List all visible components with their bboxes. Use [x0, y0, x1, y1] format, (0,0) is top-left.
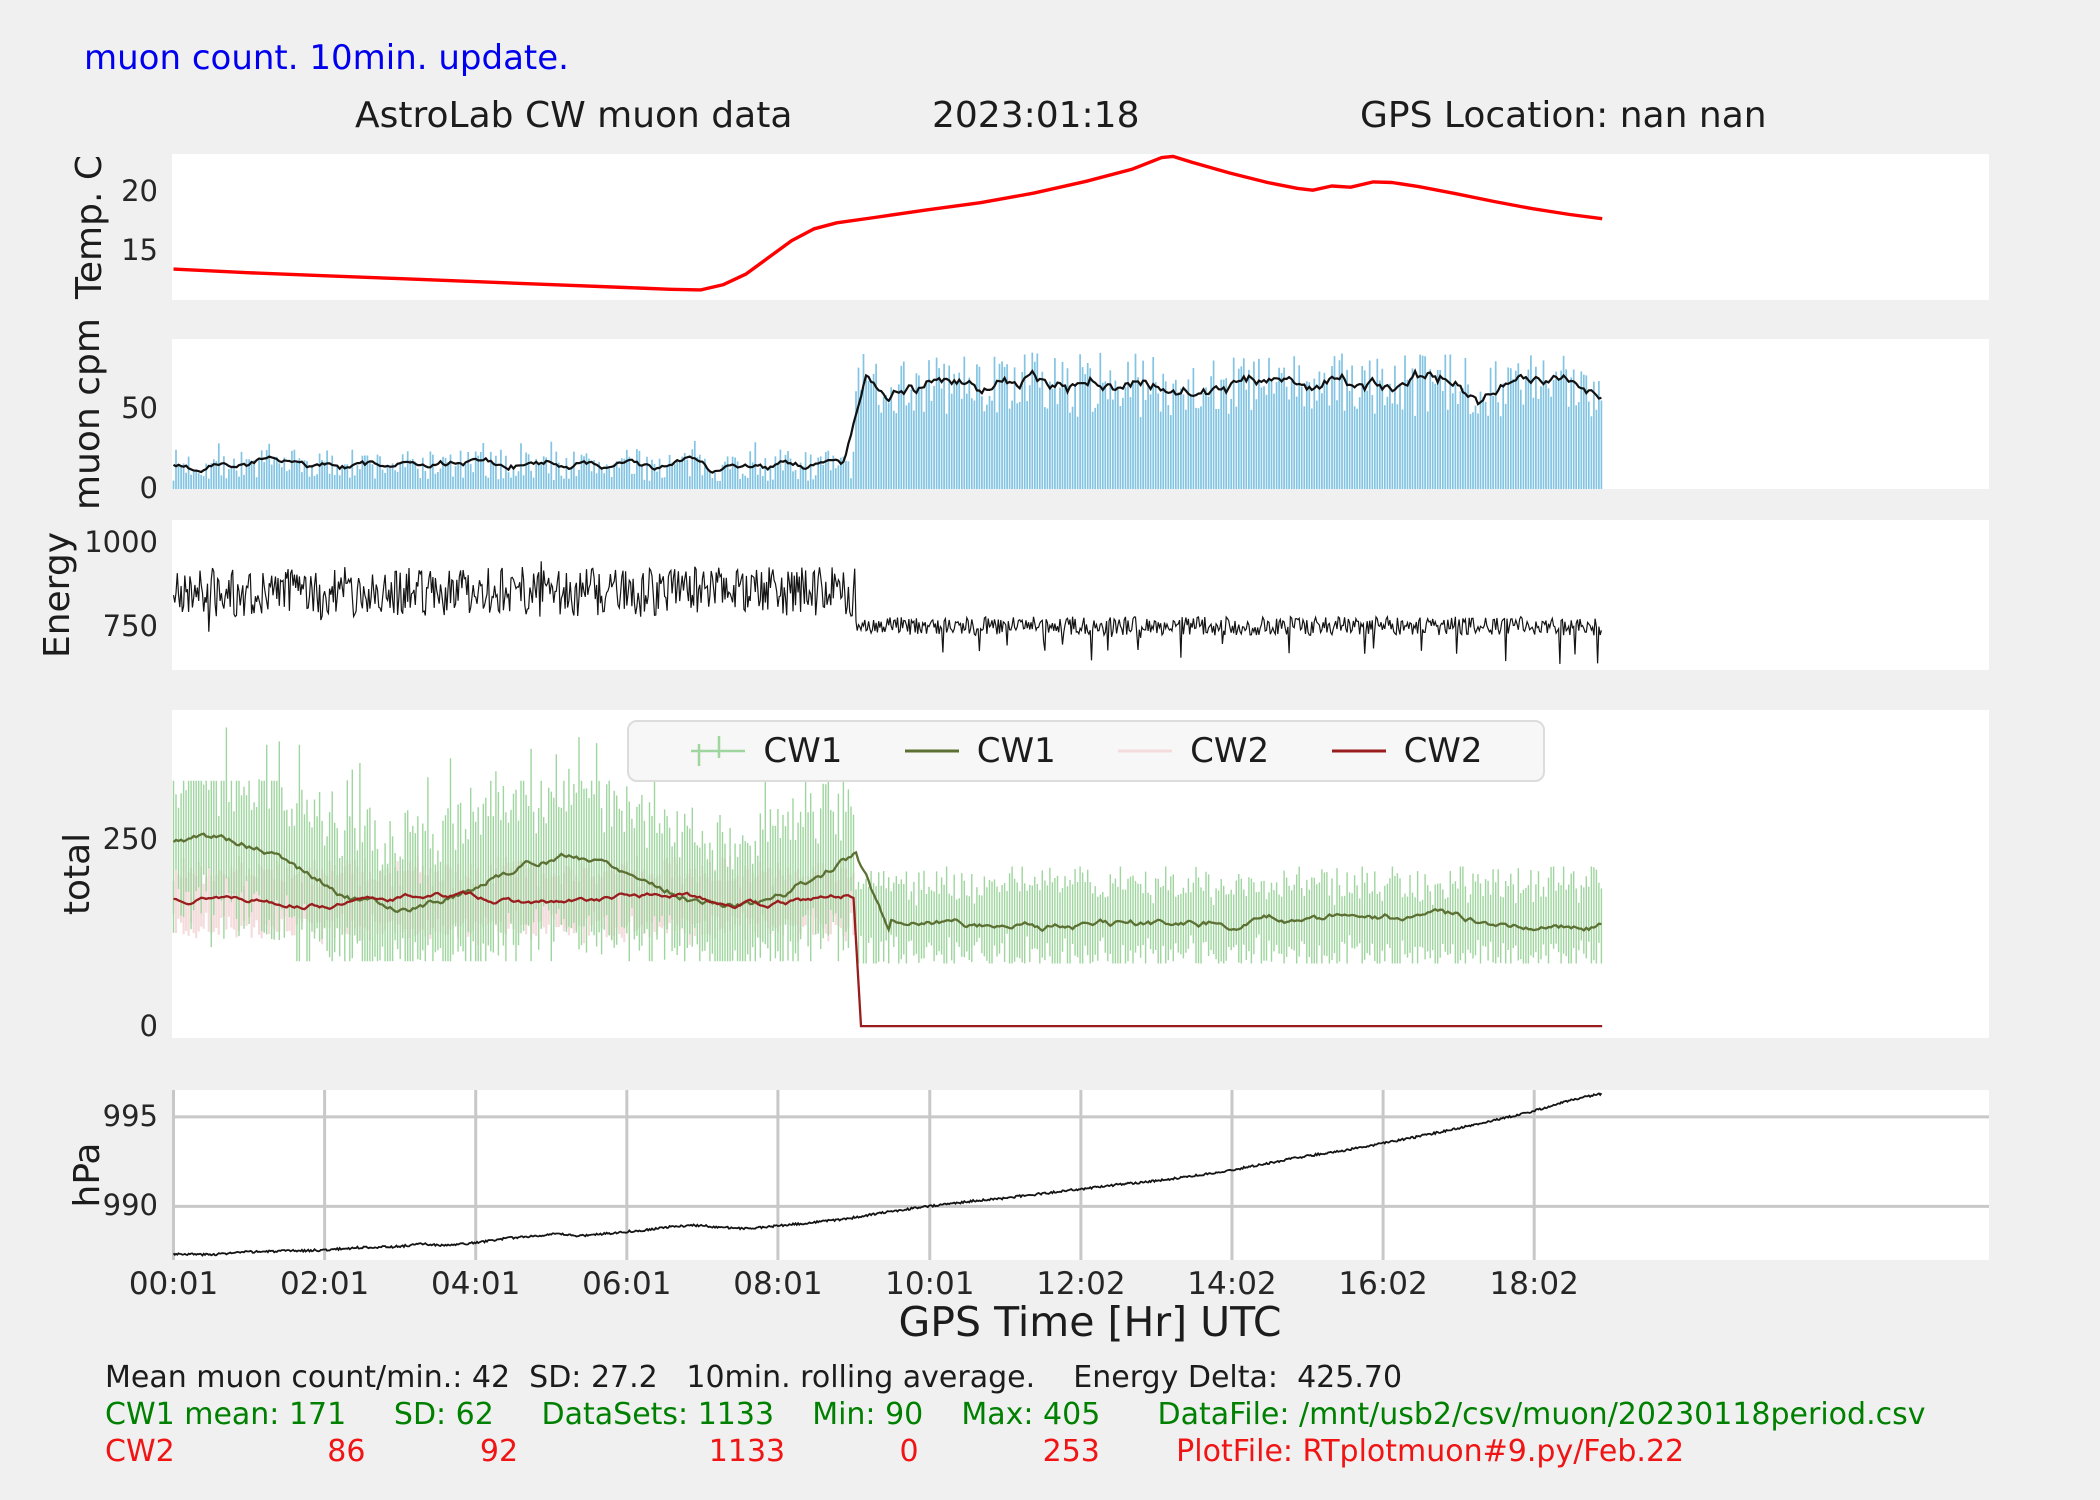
line-marker-icon	[1118, 749, 1173, 753]
legend-entry-cw2-raw: CW2	[1116, 731, 1269, 771]
stats-line-muon: Mean muon count/min.: 42 SD: 27.2 10min.…	[105, 1360, 1403, 1395]
x-tick-label: 06:01	[582, 1266, 672, 1302]
legend-entry-cw1-avg: CW1	[903, 731, 1056, 771]
x-axis-label: GPS Time [Hr] UTC	[898, 1298, 1282, 1346]
x-tick-label: 08:01	[733, 1266, 823, 1302]
x-tick-label: 10:01	[885, 1266, 975, 1302]
y-tick-label: 990	[102, 1188, 158, 1223]
y-tick-label: 20	[121, 173, 158, 208]
stats-line-cw1: CW1 mean: 171 SD: 62 DataSets: 1133 Min:…	[105, 1397, 1926, 1432]
panel-temp-svg	[173, 154, 1603, 292]
x-tick-label: 18:02	[1489, 1266, 1579, 1302]
x-tick-label: 16:02	[1338, 1266, 1428, 1302]
figure-title: AstroLab CW muon data	[355, 95, 793, 136]
panel-muon-svg	[172, 352, 1603, 489]
update-note: muon count. 10min. update.	[84, 38, 569, 78]
y-tick-label: 250	[102, 822, 158, 857]
y-tick-label: 0	[139, 1008, 158, 1043]
legend-label: CW1	[976, 731, 1056, 771]
y-tick-label: 1000	[84, 525, 158, 560]
muon-cpm-panel	[172, 339, 1989, 489]
stats-line-cw2: CW2 86 92 1133 0 253 PlotFile: RTplotmuo…	[105, 1434, 1685, 1469]
line-marker-icon	[904, 749, 959, 753]
y-tick-label: 15	[121, 233, 158, 268]
y-tick-label: 0	[139, 471, 158, 505]
figure-date: 2023:01:18	[932, 95, 1140, 136]
x-tick-label: 00:01	[128, 1266, 219, 1302]
legend-label: CW2	[1403, 731, 1483, 771]
temp-panel	[172, 154, 1989, 300]
y-tick-label: 750	[102, 608, 158, 643]
hpa-panel	[172, 1090, 1989, 1260]
legend-label: CW2	[1190, 731, 1270, 771]
energy-panel	[172, 520, 1989, 670]
errorbar-marker-icon	[691, 736, 746, 766]
x-tick-label: 02:01	[279, 1266, 370, 1302]
gps-location-label: GPS Location: nan nan	[1360, 95, 1767, 136]
y-tick-label: 995	[102, 1098, 158, 1133]
y-tick-label: 50	[121, 391, 158, 426]
panel-hpa-svg	[172, 1090, 1989, 1260]
x-tick-label: 14:02	[1187, 1266, 1277, 1302]
legend-label: CW1	[763, 731, 843, 771]
panel-energy-svg	[172, 561, 1602, 665]
total-axis-label: total	[57, 832, 98, 916]
legend: CW1 CW1 CW2 CW2	[627, 720, 1545, 782]
panel-total-svg	[172, 727, 1603, 1028]
x-tick-label: 04:01	[431, 1266, 521, 1302]
legend-entry-cw2-avg: CW2	[1330, 731, 1483, 771]
x-tick-label: 12:02	[1036, 1266, 1126, 1302]
line-marker-icon	[1331, 749, 1386, 753]
legend-entry-cw1-raw: CW1	[689, 731, 842, 771]
